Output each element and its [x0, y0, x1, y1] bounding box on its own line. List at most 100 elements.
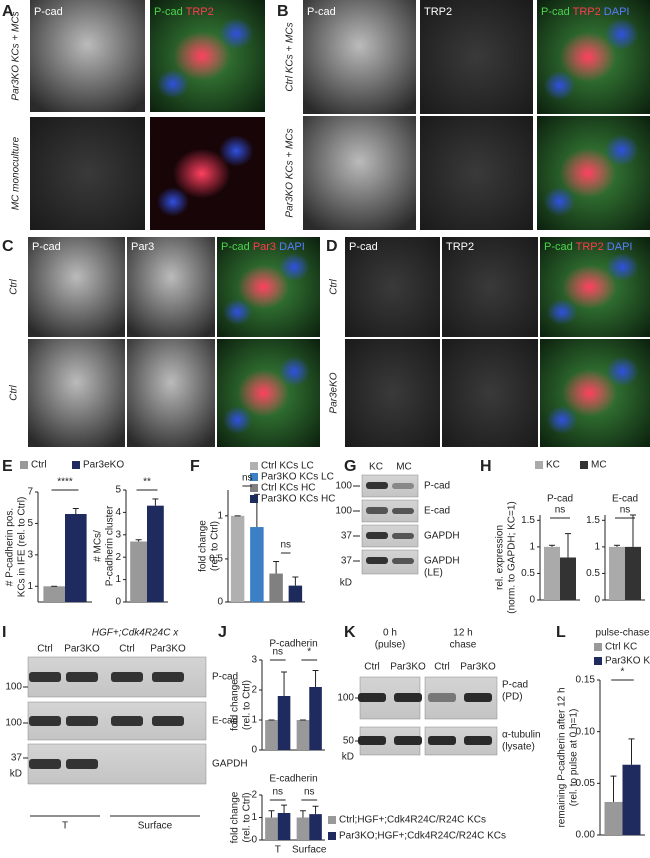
legend-swatch: [535, 461, 543, 469]
nucleus-signal: [546, 299, 578, 325]
y-tick-label: 3: [27, 549, 33, 560]
label: KC: [369, 462, 383, 473]
y-tick-label: 0.5: [209, 554, 223, 565]
channel-name: P-cad: [221, 241, 250, 253]
channel-label: P-cad: [307, 6, 336, 18]
label: 100: [337, 693, 354, 704]
label: Ctrl: [434, 662, 450, 673]
channel-name: P-cad: [154, 6, 183, 18]
y-axis-label: (rel. to Ctrl): [242, 793, 253, 843]
panel-letter: G: [344, 458, 356, 475]
label: α-tubulin: [502, 730, 541, 741]
channel-label: P-cad: [349, 241, 378, 253]
nucleus-signal: [606, 253, 639, 281]
label: HGF+;Cdk4R24C x: [92, 628, 179, 639]
significance: ns: [280, 540, 291, 551]
legend-swatch: [250, 484, 258, 492]
label: kD: [10, 769, 22, 780]
bar: [250, 527, 264, 602]
blot-band: [366, 557, 388, 564]
blot-band: [111, 716, 143, 726]
significance: ns: [555, 505, 566, 516]
bar: [277, 813, 291, 840]
blot-band: [152, 716, 184, 726]
bar: [265, 817, 278, 840]
channel-label: P-cad TRP2 DAPI: [541, 6, 629, 18]
micrograph: [30, 117, 145, 230]
blot: [361, 524, 419, 548]
row-label: Ctrl KCs + MCs: [285, 22, 296, 91]
blot-band: [428, 736, 456, 745]
micrograph: [127, 237, 215, 337]
cell-signal: [559, 31, 617, 83]
nucleus-signal: [543, 70, 576, 101]
y-tick-label: 1: [251, 715, 257, 726]
cell-signal: [237, 369, 290, 417]
blot-band: [464, 693, 492, 702]
y-tick-label: 2: [251, 790, 257, 801]
panel-letter: C: [2, 238, 14, 255]
y-tick-label: 1: [529, 542, 535, 553]
panel-letter: I: [2, 624, 6, 641]
channel-label: P-cad: [34, 6, 63, 18]
panel-letter: L: [556, 624, 566, 641]
channel-name: P-cad: [32, 241, 61, 253]
y-axis-label: fold change: [230, 679, 241, 731]
label: Par3KO: [390, 662, 426, 673]
label: P-cad: [424, 481, 450, 492]
y-tick-label: 5: [27, 518, 33, 529]
bar: [296, 720, 310, 750]
channel-name: TRP2: [446, 241, 474, 253]
legend-swatch: [250, 495, 258, 503]
nucleus-signal: [223, 405, 253, 435]
micrograph: [127, 339, 215, 447]
bar: [625, 546, 641, 600]
legend-label: Ctrl;HGF+;Cdk4R24C/R24C KCs: [339, 815, 486, 826]
row-label: Ctrl: [9, 278, 20, 294]
nucleus-signal: [278, 253, 310, 281]
micrograph: [420, 116, 533, 230]
legend-label: Par3KO;HGF+;Cdk4R24C/R24C KCs: [339, 831, 506, 842]
legend-label: Ctrl KC: [605, 642, 637, 653]
blot-band: [392, 508, 414, 514]
channel-label: P-cad TRP2 DAPI: [544, 241, 632, 253]
channel-name: P-cad: [541, 6, 570, 18]
x-tick-label: T: [275, 845, 281, 856]
y-tick-label: 0: [115, 597, 121, 608]
panel-letter: A: [2, 3, 14, 20]
significance: ns: [272, 787, 283, 798]
panel-letter: H: [480, 458, 492, 475]
y-tick-label: 0.10: [576, 726, 596, 737]
label: (PD): [502, 692, 523, 703]
micrograph: [30, 0, 145, 112]
bar: [65, 514, 87, 602]
nucleus-signal: [546, 405, 578, 435]
micrograph: [420, 0, 533, 114]
label: (LE): [424, 568, 443, 579]
cell-signal: [173, 148, 231, 199]
legend-label: Ctrl: [31, 460, 47, 471]
label: E-cad: [212, 716, 238, 727]
channel-label: P-cad: [32, 241, 61, 253]
y-tick-label: 0: [594, 595, 600, 606]
label: 100: [335, 481, 352, 492]
row-label: Par3eKO: [329, 372, 340, 413]
blot-band: [394, 736, 422, 745]
legend-swatch: [328, 832, 336, 840]
micrograph: [28, 237, 125, 337]
y-axis-label: (rel. to pulse at 0 h=1): [569, 709, 580, 807]
y-tick-label: 1: [27, 581, 33, 592]
blot-band: [152, 672, 184, 682]
blot-band: [111, 672, 143, 682]
channel-label: Par3: [131, 241, 154, 253]
channel-label: P-cad Par3 DAPI: [221, 241, 305, 253]
label: GAPDH: [424, 556, 460, 567]
legend-swatch: [580, 461, 588, 469]
cell-signal: [559, 147, 617, 199]
micrograph: [442, 237, 538, 337]
y-tick-label: 3: [251, 655, 257, 666]
label: Par3KO: [460, 662, 496, 673]
legend-swatch: [594, 643, 602, 651]
y-axis-label: remaining P-cadherin after 12 h: [557, 687, 568, 827]
